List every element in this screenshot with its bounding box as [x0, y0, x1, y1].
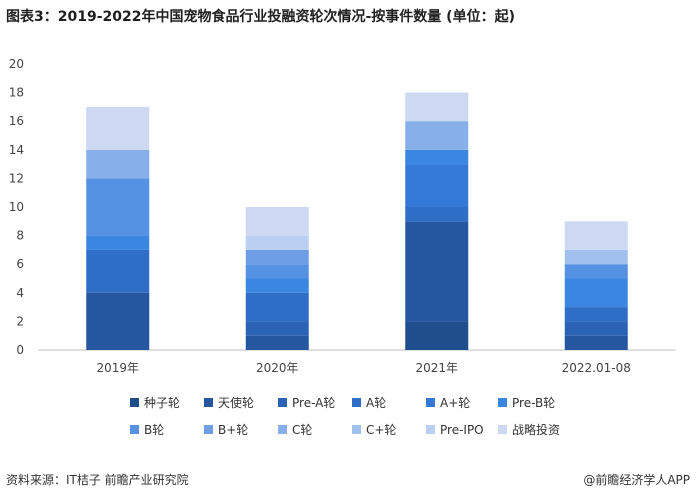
x-tick-label: 2021年	[415, 361, 458, 375]
bar-segment	[86, 292, 150, 350]
bar-segment	[564, 264, 628, 279]
bar-segment	[405, 121, 469, 150]
legend-label: A轮	[366, 396, 386, 410]
legend-swatch	[204, 425, 213, 434]
legend-label: Pre-A轮	[292, 396, 335, 410]
bar-segment	[564, 221, 628, 250]
legend-swatch	[352, 398, 361, 407]
bar-segment	[245, 292, 309, 322]
legend-label: 天使轮	[218, 395, 254, 410]
y-tick-label: 20	[9, 57, 24, 71]
y-tick-label: 14	[9, 143, 24, 157]
bar-segment	[405, 149, 469, 165]
bar-segment	[405, 321, 469, 350]
legend-label: 战略投资	[512, 422, 560, 437]
x-tick-label: 2020年	[256, 361, 299, 375]
bar-segment	[245, 235, 309, 250]
legend-swatch	[204, 398, 213, 407]
legend-label: C+轮	[366, 423, 396, 437]
legend-swatch	[426, 398, 435, 407]
legend-label: B+轮	[218, 423, 248, 437]
y-tick-label: 8	[16, 229, 24, 243]
legend-layer: 种子轮 天使轮 Pre-A轮 A轮 A+轮 Pre-B轮 B轮 B+轮 C轮 C+轮 Pre-IPO…	[130, 395, 560, 437]
legend-label: Pre-IPO	[440, 423, 484, 437]
bar-segment	[245, 207, 309, 236]
legend-label: B轮	[144, 423, 164, 437]
y-tick-label: 4	[16, 286, 24, 300]
bars-layer	[86, 92, 628, 350]
bar-segment	[86, 106, 150, 150]
bar-segment	[86, 149, 150, 179]
y-tick-label: 12	[9, 171, 24, 185]
y-tick-label: 6	[16, 257, 24, 271]
bar-segment	[86, 249, 150, 293]
legend-swatch	[498, 425, 507, 434]
legend-swatch	[130, 398, 139, 407]
legend-swatch	[130, 425, 139, 434]
legend-swatch	[278, 398, 287, 407]
bar-segment	[564, 335, 628, 350]
bar-segment	[405, 92, 469, 122]
legend-swatch	[426, 425, 435, 434]
bar-segment	[405, 207, 469, 222]
bar-segment	[564, 321, 628, 336]
bar-segment	[86, 178, 150, 236]
x-tick-label: 2022.01-08	[562, 361, 631, 375]
brand-note: @前瞻经济学人APP	[583, 473, 690, 487]
legend-label: C轮	[292, 423, 312, 437]
legend-swatch	[352, 425, 361, 434]
y-tick-label: 10	[9, 200, 24, 214]
source-note: 资料来源：IT桔子 前瞻产业研究院	[6, 473, 189, 487]
bar-segment	[245, 321, 309, 336]
bar-segment	[245, 264, 309, 279]
bar-segment	[405, 221, 469, 322]
chart-title: 图表3：2019-2022年中国宠物食品行业投融资轮次情况-按事件数量 (单位：…	[6, 9, 515, 25]
legend-label: 种子轮	[144, 396, 180, 410]
legend-swatch	[498, 398, 507, 407]
bar-segment	[564, 307, 628, 322]
legend-swatch	[278, 425, 287, 434]
bar-segment	[405, 164, 469, 207]
legend-label: Pre-B轮	[512, 396, 555, 410]
bar-segment	[245, 278, 309, 293]
y-tick-label: 16	[9, 114, 24, 128]
legend-label: A+轮	[440, 396, 470, 410]
y-tick-label: 18	[9, 86, 24, 100]
bar-segment	[245, 335, 309, 350]
y-tick-label: 2	[16, 314, 24, 328]
y-tick-label: 0	[16, 343, 24, 357]
x-tick-label: 2019年	[96, 361, 139, 375]
bar-segment	[245, 249, 309, 265]
bar-segment	[86, 235, 150, 250]
bar-segment	[564, 278, 628, 308]
bar-segment	[564, 249, 628, 265]
